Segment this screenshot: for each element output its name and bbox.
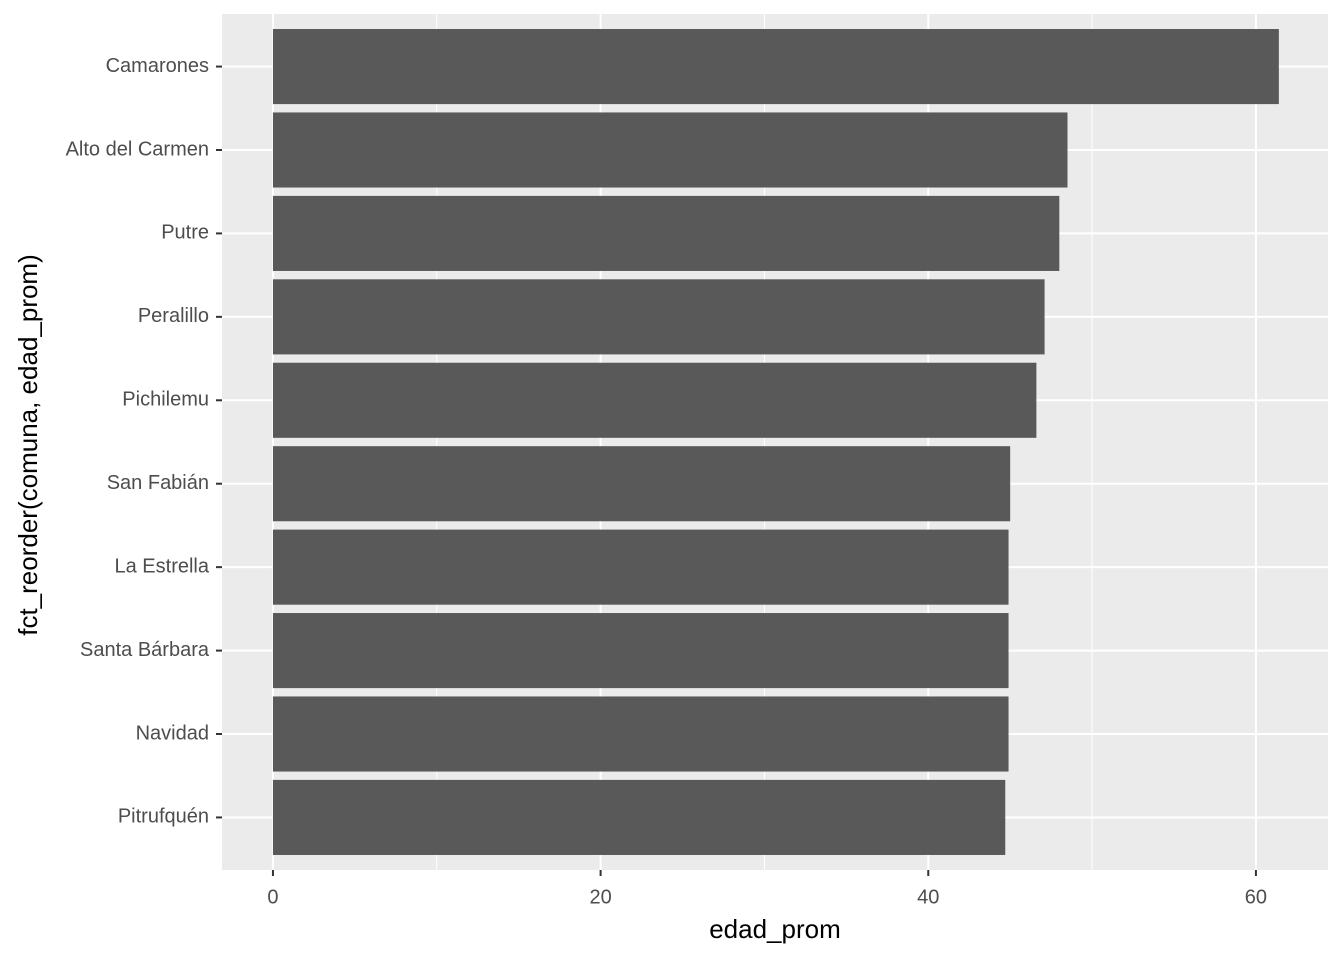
- x-tick-label: 40: [917, 886, 939, 908]
- y-tick-label: Santa Bárbara: [80, 639, 210, 661]
- y-tick-label: Pitrufquén: [118, 806, 209, 828]
- y-tick-label: Camarones: [106, 55, 209, 77]
- bar: [272, 779, 1006, 855]
- bar: [272, 29, 1279, 105]
- x-tick-label: 0: [267, 886, 278, 908]
- y-tick-label: San Fabián: [107, 472, 209, 494]
- y-tick-label: La Estrella: [115, 555, 210, 577]
- y-tick-label: Alto del Carmen: [66, 138, 209, 160]
- bar: [272, 446, 1011, 522]
- y-tick-label: Peralillo: [138, 305, 209, 327]
- bar: [272, 362, 1037, 438]
- bar: [272, 529, 1009, 605]
- bar: [272, 613, 1009, 689]
- bar: [272, 112, 1068, 188]
- x-tick-label: 20: [589, 886, 611, 908]
- y-tick-label: Putre: [161, 222, 209, 244]
- y-tick-label: Navidad: [136, 722, 209, 744]
- y-tick-label: Pichilemu: [122, 389, 209, 411]
- y-axis-title: fct_reorder(comuna, edad_prom): [13, 254, 43, 636]
- x-axis-title: edad_prom: [709, 914, 841, 944]
- bar: [272, 195, 1060, 271]
- bar: [272, 279, 1045, 355]
- x-tick-label: 60: [1245, 886, 1267, 908]
- bar: [272, 696, 1009, 772]
